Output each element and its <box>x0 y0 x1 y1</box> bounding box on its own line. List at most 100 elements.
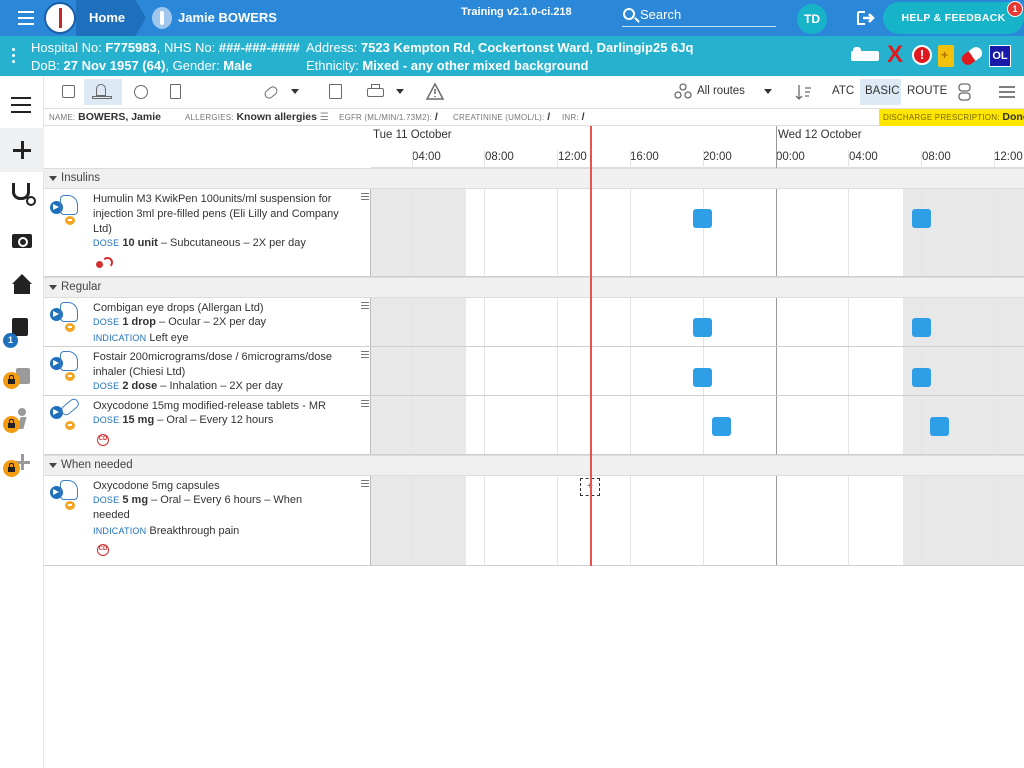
gridline <box>630 150 631 566</box>
logout-icon[interactable] <box>856 10 876 26</box>
scheduled-dose[interactable] <box>912 368 931 387</box>
collapse-icon[interactable] <box>49 285 57 290</box>
eye-drops-icon <box>50 302 80 333</box>
inhaler-icon <box>50 351 80 382</box>
medication-name: Humulin M3 KwikPen 100units/ml suspensio… <box>93 193 339 235</box>
document-icon[interactable] <box>162 79 188 105</box>
locked-plus-item[interactable] <box>0 444 44 488</box>
notes-icon[interactable]: 1 <box>0 306 44 350</box>
basic-view-button[interactable]: BASIC <box>865 85 900 97</box>
medication-details[interactable]: Combigan eye drops (Allergan Ltd) DOSE 1… <box>44 298 371 346</box>
scheduled-dose[interactable] <box>912 318 931 337</box>
resus-status-icon[interactable]: X <box>887 41 904 68</box>
scheduled-dose[interactable] <box>930 417 949 436</box>
menu-icon[interactable] <box>18 11 34 25</box>
hour-label: 16:00 <box>630 151 659 163</box>
scheduled-dose[interactable] <box>712 417 731 436</box>
list-icon[interactable] <box>0 84 44 128</box>
medication-name: Fostair 200micrograms/dose / 6micrograms… <box>93 351 333 378</box>
tablet-icon <box>50 396 81 431</box>
user-avatar[interactable]: TD <box>797 4 827 34</box>
medication-row[interactable]: Humulin M3 KwikPen 100units/ml suspensio… <box>44 189 1024 277</box>
add-prescription-dropdown-icon[interactable] <box>291 89 299 94</box>
administer-icon[interactable] <box>84 79 122 105</box>
inr-field: INR: / <box>562 111 585 123</box>
allergies-field[interactable]: ALLERGIES: Known allergies ☰ <box>185 111 329 123</box>
medication-details[interactable]: Oxycodone 15mg modified-release tablets … <box>44 396 371 454</box>
print-dropdown-icon[interactable] <box>396 89 404 94</box>
clipboard-icon[interactable] <box>938 45 954 67</box>
row-menu-icon[interactable] <box>361 480 369 489</box>
medication-details[interactable]: Humulin M3 KwikPen 100units/ml suspensio… <box>44 189 371 276</box>
medication-row[interactable]: Fostair 200micrograms/dose / 6micrograms… <box>44 347 1024 396</box>
section-when-needed[interactable]: When needed <box>44 455 1024 476</box>
banner-menu-icon[interactable] <box>12 48 16 66</box>
search-icon[interactable] <box>623 8 635 20</box>
allergy-pill-icon[interactable] <box>959 44 985 68</box>
group-icon[interactable] <box>954 79 976 105</box>
scheduled-dose[interactable] <box>912 209 931 228</box>
patient-banner: Hospital No: F775983, NHS No: ###-###-##… <box>0 36 1024 76</box>
prescribe-plus-icon[interactable] <box>0 128 44 172</box>
section-regular[interactable]: Regular <box>44 277 1024 298</box>
capsule-icon <box>50 480 80 511</box>
address-line: Address: 7523 Kempton Rd, Cockertonst Wa… <box>306 40 694 55</box>
row-menu-icon[interactable] <box>361 302 369 311</box>
medication-name: Oxycodone 5mg capsules <box>93 480 220 492</box>
hospital-number-line: Hospital No: F775983, NHS No: ###-###-##… <box>31 40 300 55</box>
atc-view-button[interactable]: ATC <box>832 85 855 97</box>
ol-badge[interactable]: OL <box>989 45 1011 67</box>
warning-icon[interactable] <box>422 79 448 105</box>
gridline <box>412 150 413 566</box>
row-menu-icon[interactable] <box>361 351 369 360</box>
house-icon[interactable] <box>0 262 44 306</box>
add-prescription-icon[interactable] <box>258 79 284 105</box>
section-insulins[interactable]: Insulins <box>44 168 1024 189</box>
home-breadcrumb-label[interactable]: Home <box>89 10 126 25</box>
search-underline <box>622 26 776 27</box>
row-menu-icon[interactable] <box>361 400 369 409</box>
gridline <box>703 150 704 566</box>
discharge-prescription-status[interactable]: DISCHARGE PRESCRIPTION: Done <box>879 109 1024 126</box>
help-feedback-button[interactable]: HELP & FEEDBACK <box>883 2 1024 34</box>
medication-row[interactable]: Combigan eye drops (Allergan Ltd) DOSE 1… <box>44 298 1024 347</box>
alert-icon[interactable]: ! <box>912 45 932 65</box>
scheduled-dose[interactable] <box>693 318 712 337</box>
medication-indication: INDICATION Breakthrough pain <box>93 525 240 537</box>
calculator-icon[interactable] <box>322 79 348 105</box>
locked-clipboard-item[interactable] <box>0 356 44 400</box>
scheduled-dose[interactable] <box>693 209 712 228</box>
dob-line: DoB: 27 Nov 1957 (64), Gender: Male <box>31 58 253 73</box>
day-label: Wed 12 October <box>778 129 862 141</box>
print-icon[interactable] <box>362 79 388 105</box>
locked-walking-item[interactable] <box>0 400 44 444</box>
hour-label: 12:00 <box>994 151 1023 163</box>
medication-details[interactable]: Fostair 200micrograms/dose / 6micrograms… <box>44 347 371 395</box>
stethoscope-icon[interactable] <box>0 172 44 216</box>
controlled-drug-icon: CD <box>97 544 109 556</box>
scheduled-dose[interactable] <box>693 368 712 387</box>
medication-row[interactable]: Oxycodone 5mg capsules DOSE 5 mg – Oral … <box>44 476 1024 566</box>
discontinue-icon[interactable] <box>54 79 82 105</box>
medication-row[interactable]: Oxycodone 15mg modified-release tablets … <box>44 396 1024 455</box>
search-input[interactable]: Search <box>640 7 682 22</box>
top-bar: Home Jamie BOWERS Training v2.1.0-ci.218… <box>0 0 1024 36</box>
camera-icon[interactable] <box>0 218 44 262</box>
sort-icon[interactable] <box>794 79 814 105</box>
bed-icon[interactable] <box>851 45 879 67</box>
patient-breadcrumb[interactable]: Jamie BOWERS <box>178 10 277 25</box>
more-menu-icon[interactable] <box>996 79 1018 105</box>
route-view-button[interactable]: ROUTE <box>907 85 948 97</box>
app-logo[interactable] <box>44 2 76 34</box>
suspend-icon[interactable] <box>126 79 154 105</box>
routes-select[interactable]: All routes <box>697 85 745 97</box>
medication-details[interactable]: Oxycodone 5mg capsules DOSE 5 mg – Oral … <box>44 476 371 565</box>
lock-icon <box>3 372 20 389</box>
routes-dropdown-icon[interactable] <box>764 89 772 94</box>
row-menu-icon[interactable] <box>361 193 369 202</box>
gridline <box>557 150 558 566</box>
collapse-icon[interactable] <box>49 463 57 468</box>
collapse-icon[interactable] <box>49 176 57 181</box>
home-breadcrumb[interactable] <box>76 0 146 36</box>
version-label: Training v2.1.0-ci.218 <box>461 6 572 18</box>
